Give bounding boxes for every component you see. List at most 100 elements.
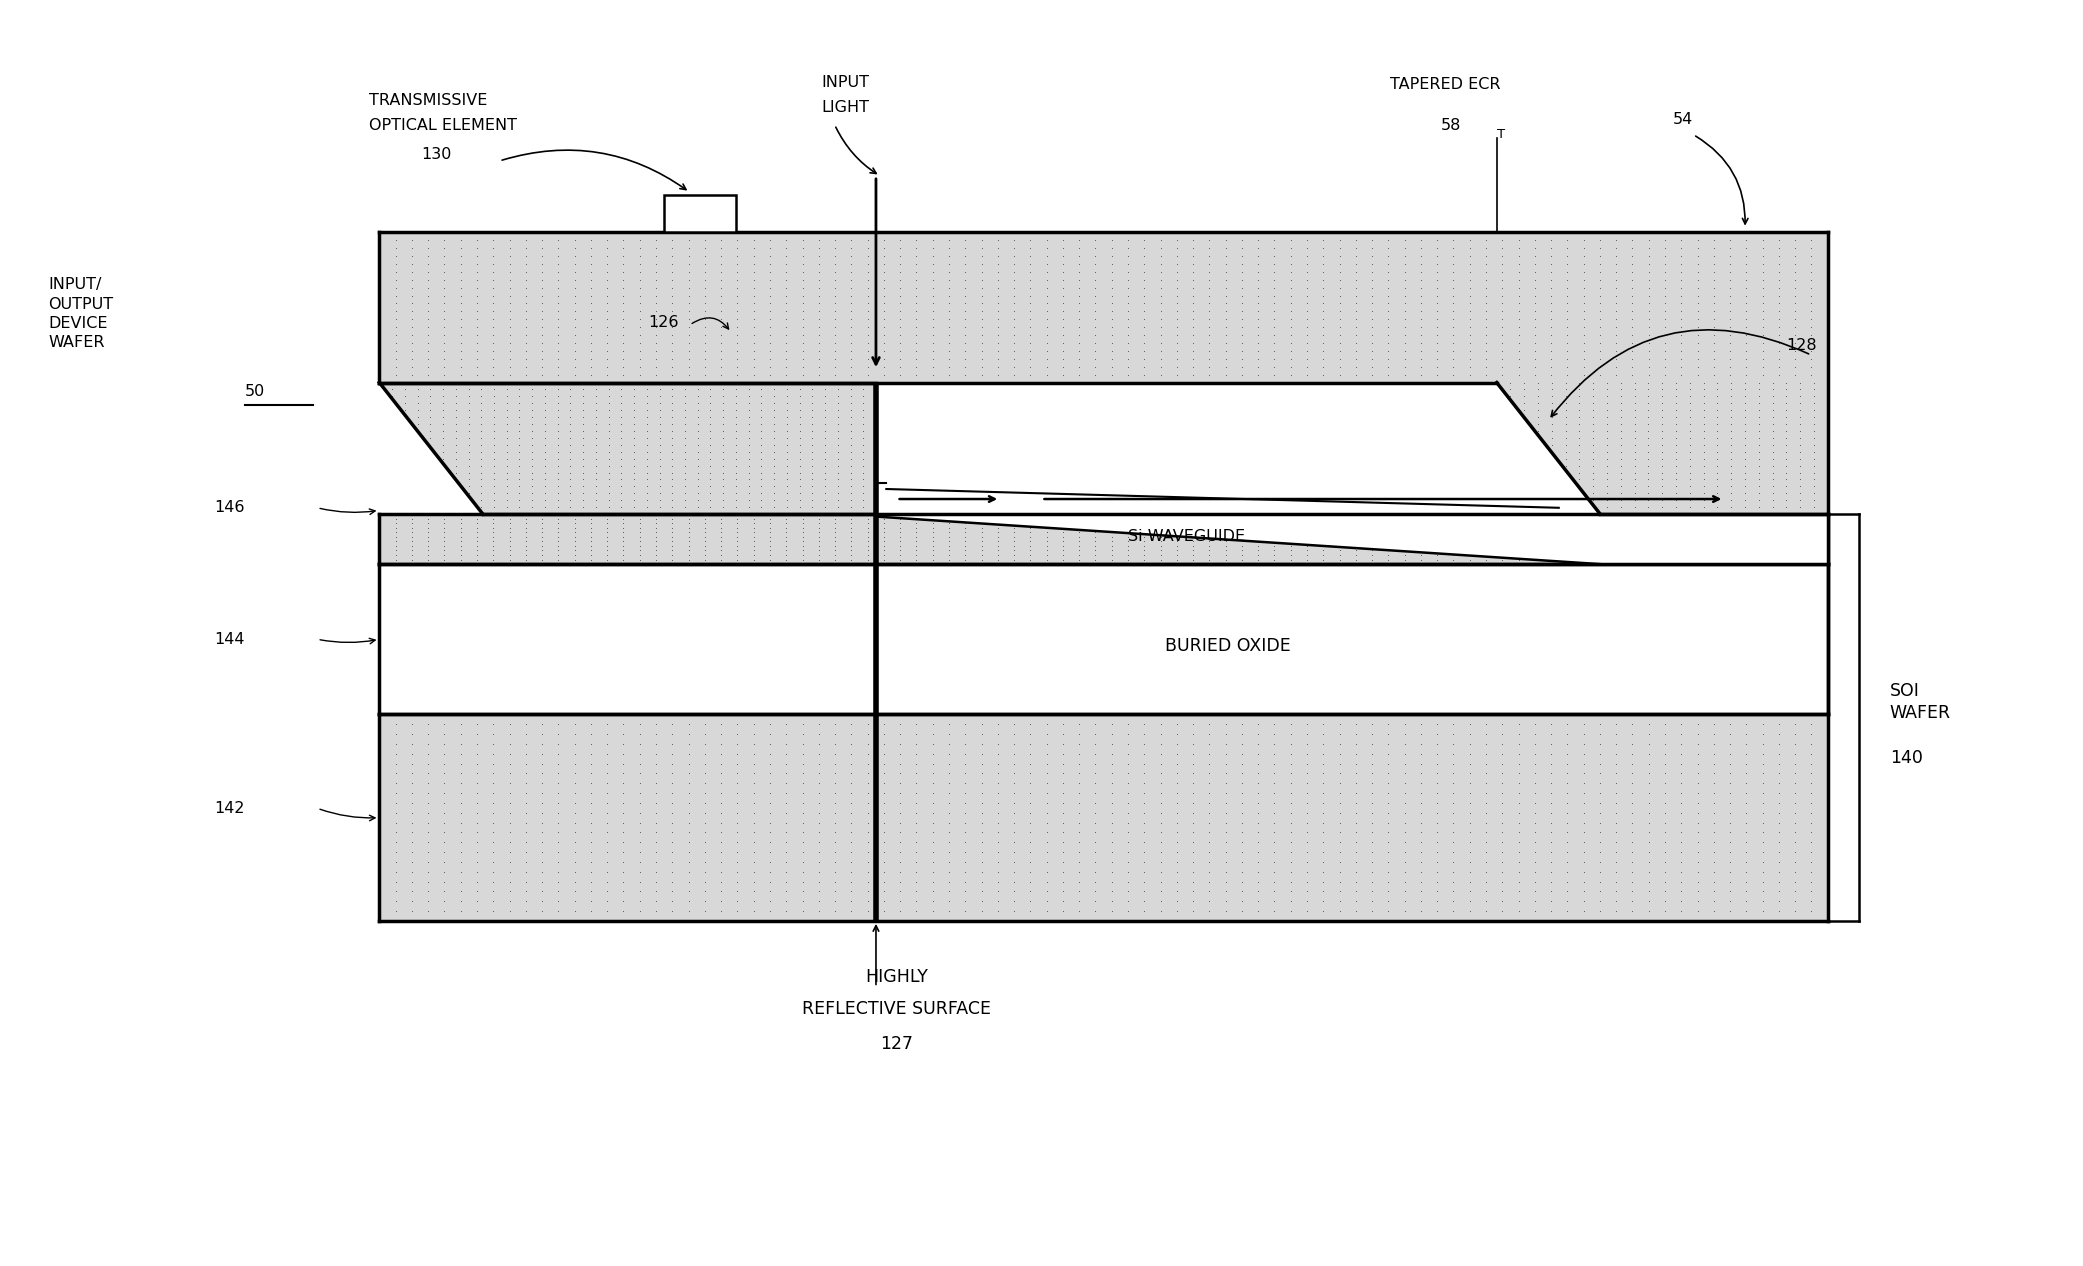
Point (796, 476, 829, 496)
Point (721, 333, 754, 353)
Point (1454, 518, 1487, 538)
Point (1356, 223, 1389, 243)
Point (808, 498, 842, 518)
Point (1289, 753, 1323, 774)
Point (1208, 871, 1241, 891)
Point (575, 509, 608, 529)
Point (1566, 532, 1600, 552)
Point (1681, 871, 1714, 891)
Point (1241, 253, 1275, 273)
Point (796, 448, 829, 468)
Point (981, 793, 1014, 813)
Point (1798, 420, 1831, 441)
Point (1225, 871, 1258, 891)
Point (998, 348, 1031, 368)
Point (835, 782, 869, 803)
Point (1664, 763, 1698, 784)
Point (1194, 532, 1227, 552)
Point (917, 301, 950, 322)
Point (721, 544, 754, 565)
Point (1323, 842, 1356, 862)
Point (1600, 504, 1633, 524)
Point (1241, 294, 1275, 314)
Point (1144, 285, 1177, 305)
Point (1810, 386, 1843, 406)
Point (1618, 490, 1652, 510)
Point (1096, 823, 1129, 843)
Point (1208, 881, 1241, 901)
Point (981, 333, 1014, 353)
Point (1225, 223, 1258, 243)
Point (1660, 420, 1693, 441)
Point (1648, 348, 1681, 368)
Point (1681, 504, 1714, 524)
Point (1112, 357, 1146, 377)
Point (639, 301, 673, 322)
Point (639, 544, 673, 565)
Point (769, 753, 802, 774)
Point (592, 544, 625, 565)
Point (412, 541, 446, 561)
Point (1502, 262, 1535, 282)
Point (1681, 262, 1714, 282)
Point (1550, 782, 1583, 803)
Point (819, 509, 852, 529)
Point (617, 448, 650, 468)
Point (579, 386, 612, 406)
Point (1600, 277, 1633, 298)
Point (704, 223, 737, 243)
Point (694, 498, 727, 518)
Point (1029, 504, 1062, 524)
Point (1796, 365, 1829, 385)
Point (819, 365, 852, 385)
Point (1648, 513, 1681, 533)
Point (1339, 753, 1373, 774)
Point (1029, 253, 1062, 273)
Point (1616, 842, 1650, 862)
Point (592, 333, 625, 353)
Point (427, 420, 460, 441)
Point (1591, 448, 1625, 468)
Point (400, 420, 433, 441)
Point (852, 763, 885, 784)
Point (1112, 901, 1146, 922)
Point (631, 484, 664, 504)
Point (1127, 901, 1160, 922)
Point (1562, 476, 1596, 496)
Point (681, 372, 714, 392)
Point (687, 704, 721, 724)
Point (623, 527, 656, 547)
Point (1437, 285, 1471, 305)
Point (1469, 862, 1502, 882)
Point (440, 456, 473, 476)
Point (1323, 357, 1356, 377)
Point (737, 774, 771, 794)
Point (1631, 420, 1664, 441)
Point (542, 743, 575, 763)
Point (529, 448, 562, 468)
Point (1160, 333, 1194, 353)
Point (1356, 862, 1389, 882)
Point (1275, 823, 1308, 843)
Point (746, 400, 779, 420)
Point (1339, 270, 1373, 290)
Point (852, 901, 885, 922)
Point (575, 325, 608, 346)
Point (396, 544, 429, 565)
Point (1633, 253, 1666, 273)
Point (542, 541, 575, 561)
Point (1646, 394, 1679, 414)
Point (785, 852, 819, 872)
Point (1339, 774, 1373, 794)
Point (948, 518, 981, 538)
Polygon shape (379, 565, 1827, 714)
Point (1550, 285, 1583, 305)
Point (867, 285, 900, 305)
Point (502, 442, 535, 462)
Point (998, 852, 1031, 872)
Point (1796, 316, 1829, 337)
Point (883, 301, 917, 322)
Point (1798, 428, 1831, 448)
Point (1096, 813, 1129, 833)
Point (465, 484, 498, 504)
